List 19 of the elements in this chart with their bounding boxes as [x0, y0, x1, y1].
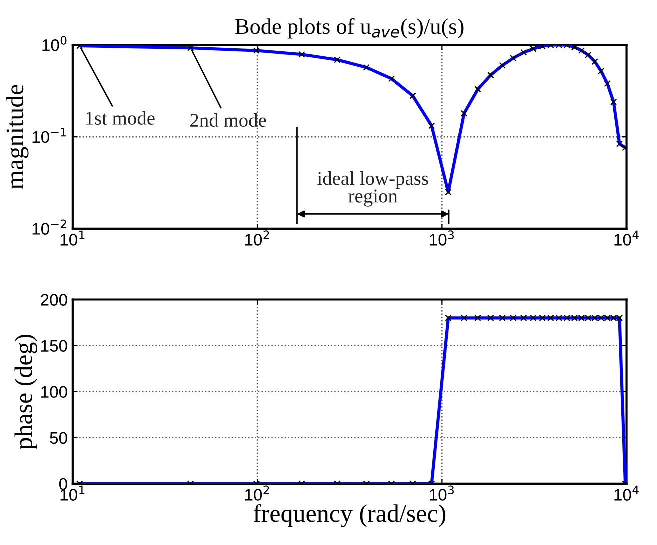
annotation: ideal low-pass region — [318, 172, 428, 207]
y-tick-label: 150 — [42, 340, 68, 352]
y-tick-label: 50 — [50, 432, 68, 444]
x-tick-label: 10$^{2}$ — [245, 230, 270, 246]
y-tick-label: 200 — [41, 294, 68, 306]
y-tick-label: 10$^{0}$ — [42, 36, 67, 52]
y-axis-title: magnitude — [6, 85, 29, 190]
y-tick-label: 100 — [42, 386, 68, 398]
y-tick-label: 10$^{−1}$ — [32, 128, 66, 144]
x-tick-label: 10$^{4}$ — [614, 230, 639, 246]
annotation: 1st mode — [86, 111, 155, 126]
x-tick-label: 10$^{2}$ — [245, 486, 270, 501]
y-axis-title: phase (deg) — [14, 334, 38, 450]
chart-title: Bode plots of u$_{ave}$(s)/u(s) — [236, 18, 464, 39]
x-tick-label: 10$^{3}$ — [430, 230, 454, 246]
x-tick-label: 10$^{3}$ — [430, 486, 454, 501]
x-axis-title: frequency (rad/sec) — [254, 504, 446, 528]
annotation: 2nd mode — [190, 113, 266, 128]
x-tick-label: 10$^{4}$ — [614, 486, 639, 501]
